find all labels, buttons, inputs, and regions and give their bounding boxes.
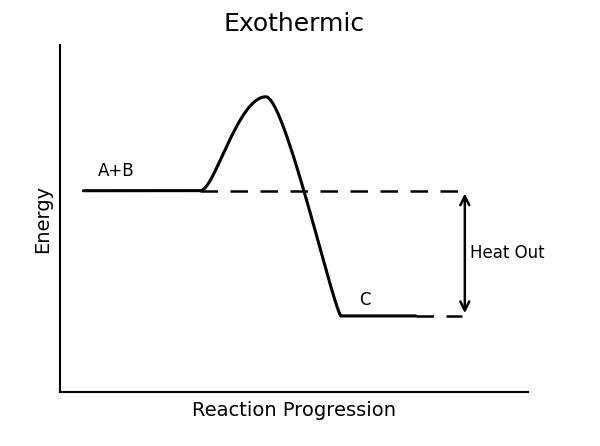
Title: Exothermic: Exothermic bbox=[223, 12, 365, 36]
Text: A+B: A+B bbox=[97, 162, 134, 180]
Text: C: C bbox=[359, 291, 371, 309]
X-axis label: Reaction Progression: Reaction Progression bbox=[192, 401, 396, 420]
Y-axis label: Energy: Energy bbox=[32, 185, 52, 252]
Text: Heat Out: Heat Out bbox=[470, 244, 544, 262]
